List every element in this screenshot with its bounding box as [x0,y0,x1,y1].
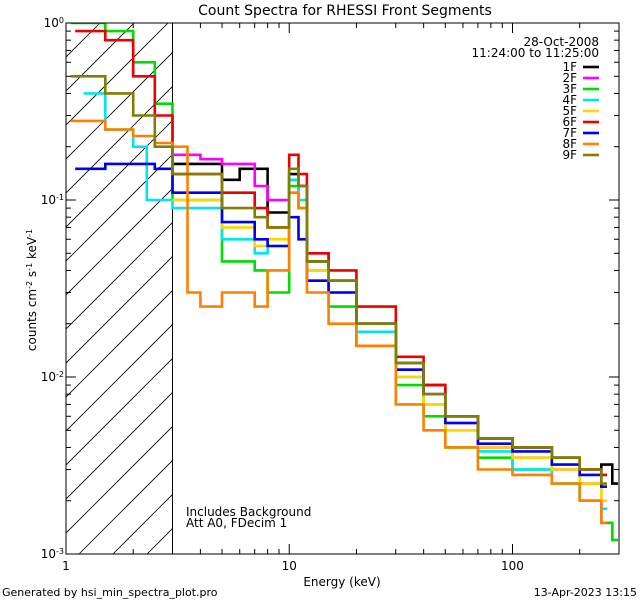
legend-label-4F: 4F [562,93,577,107]
axis-ticks [65,22,620,555]
hatch-line [78,459,173,554]
hatch-line [66,119,173,228]
hatch-line [66,323,173,432]
x-tick-label: 10 [282,559,297,573]
legend-label-5F: 5F [562,104,577,118]
hatch-line [66,255,173,364]
series-line-9F [70,75,607,485]
legend-label-7F: 7F [562,126,577,140]
y-axis-label: counts cm-2 s-1 keV-1 [25,229,40,351]
hatch-line [66,187,173,296]
plot-frame [65,22,620,555]
x-axis-label: Energy (keV) [303,575,380,589]
legend-label-9F: 9F [562,148,577,162]
legend-label-2F: 2F [562,71,577,85]
hatch-line [66,23,169,126]
hatch-line [66,221,173,330]
series-line-6F [75,29,607,477]
timestamp-footer: 13-Apr-2023 13:15 [534,586,637,599]
legend-label-6F: 6F [562,115,577,129]
excluded-energy-hatch [66,23,173,554]
legend-label-1F: 1F [562,60,577,74]
hatch-line [66,23,135,92]
hatch-line [66,391,173,500]
hatch-line [112,493,173,554]
y-tick-label: 10-2 [41,370,64,385]
annotation-background: Includes Background [186,505,311,519]
legend-label-3F: 3F [562,82,577,96]
annotation-attenuator: Att A0, FDecim 1 [186,516,287,530]
hatch-line [66,85,173,194]
chart-title: Count Spectra for RHESSI Front Segments [198,3,492,19]
x-tick-label: 100 [501,559,524,573]
y-tick-label: 100 [44,16,64,31]
hatch-line [66,425,173,534]
legend-label-8F: 8F [562,137,577,151]
y-tick-label: 10-1 [41,193,64,208]
series-line-8F [70,119,607,525]
x-tick-label: 1 [62,559,70,573]
generated-by-footer: Generated by hsi_min_spectra_plot.pro [2,586,218,599]
series-group [70,23,618,542]
series-line-7F [75,162,607,488]
y-tick-label: 10-3 [41,547,64,562]
hatch-line [66,51,173,160]
hatch-line [66,357,173,466]
hatch-line [66,153,173,262]
hatch-line [66,23,101,58]
y-tick-labels: 100 10-1 10-2 10-3 [41,16,64,562]
x-tick-labels: 1 10 100 [62,559,524,573]
time-range-label: 11:24:00 to 11:25:00 [472,46,599,60]
date-label: 28-Oct-2008 [523,35,599,49]
